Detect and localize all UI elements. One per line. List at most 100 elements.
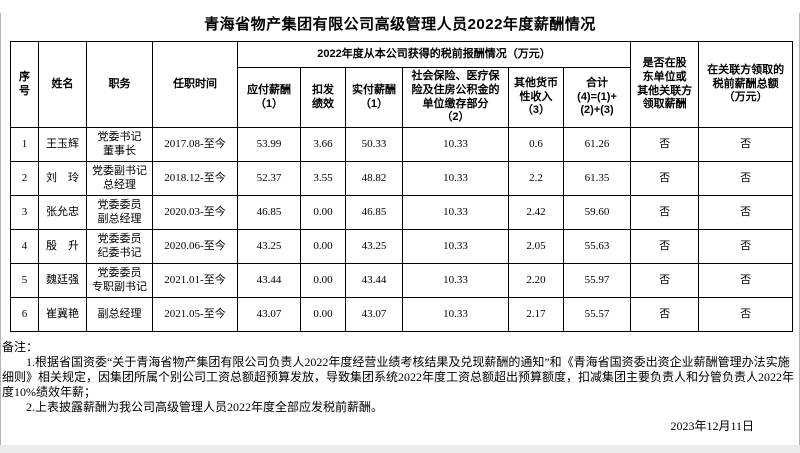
cell-deduct: 0.00 — [300, 195, 346, 230]
cell-no: 5 — [10, 263, 39, 298]
cell-payable: 43.07 — [237, 297, 301, 332]
cell-total: 61.26 — [562, 127, 632, 162]
cell-deduct: 3.55 — [300, 161, 346, 196]
table-row: 3 张允忠 党委委员 副总经理 2020.03-至今 46.85 0.00 46… — [10, 195, 794, 230]
cell-payable: 46.85 — [237, 195, 301, 230]
cell-name: 崔冀艳 — [38, 297, 87, 332]
col-header-name: 姓名 — [38, 41, 87, 128]
col-header-deduct: 扣发 绩效 — [300, 67, 346, 128]
cell-no: 3 — [10, 195, 39, 230]
cell-tenure: 2021.01-至今 — [152, 263, 238, 298]
cell-title: 党委书记 董事长 — [86, 127, 153, 162]
cell-total: 55.57 — [562, 297, 632, 332]
cell-deduct: 3.66 — [300, 127, 346, 162]
cell-tenure: 2020.06-至今 — [152, 229, 238, 264]
cell-title: 党委委员 专职副书记 — [86, 263, 153, 298]
cell-deduct: 0.00 — [300, 229, 346, 264]
cell-tenure: 2020.03-至今 — [152, 195, 238, 230]
cell-related: 否 — [698, 161, 794, 196]
cell-related: 否 — [698, 229, 794, 264]
cell-total: 55.63 — [562, 229, 632, 264]
cell-name: 张允忠 — [38, 195, 87, 230]
cell-other: 0.6 — [508, 127, 564, 162]
cell-related: 否 — [698, 195, 794, 230]
col-header-no: 序 号 — [10, 41, 39, 128]
cell-no: 6 — [10, 297, 39, 332]
cell-actual: 43.25 — [345, 229, 403, 264]
cell-name: 刘 玲 — [38, 161, 87, 196]
cell-shareholder: 否 — [630, 195, 700, 230]
cell-tenure: 2021.05-至今 — [152, 297, 238, 332]
note-item-1: 1.根据省国资委“关于青海省物产集团有限公司负责人2022年度经营业绩考核结果及… — [2, 355, 795, 399]
cell-tenure: 2017.08-至今 — [152, 127, 238, 162]
cell-actual: 50.33 — [345, 127, 403, 162]
col-header-title: 职务 — [86, 41, 153, 128]
cell-other: 2.2 — [508, 161, 564, 196]
cell-shareholder: 否 — [630, 161, 700, 196]
cell-total: 55.97 — [562, 263, 632, 298]
cell-actual: 43.07 — [345, 297, 403, 332]
table-row: 4 殷 升 党委委员 纪委书记 2020.06-至今 43.25 0.00 43… — [10, 229, 794, 264]
cell-shareholder: 否 — [630, 297, 700, 332]
document-page: { "title": "青海省物产集团有限公司高级管理人员2022年度薪酬情况"… — [0, 13, 800, 453]
document-date: 2023年12月11日 — [670, 419, 754, 433]
col-header-other: 其他货币 性收入 （3） — [508, 67, 564, 128]
cell-deduct: 0.00 — [300, 263, 346, 298]
page-left-edge — [0, 13, 1, 445]
cell-shareholder: 否 — [630, 263, 700, 298]
cell-name: 王玉辉 — [38, 127, 87, 162]
page-title: 青海省物产集团有限公司高级管理人员2022年度薪酬情况 — [204, 16, 596, 33]
cell-payable: 53.99 — [237, 127, 301, 162]
cell-payable: 43.25 — [237, 229, 301, 264]
cell-payable: 52.37 — [237, 161, 301, 196]
cell-other: 2.42 — [508, 195, 564, 230]
cell-shareholder: 否 — [630, 229, 700, 264]
cell-actual: 46.85 — [345, 195, 403, 230]
cell-name: 魏廷强 — [38, 263, 87, 298]
cell-title: 副总经理 — [86, 297, 153, 332]
table-row: 2 刘 玲 党委副书记 总经理 2018.12-至今 52.37 3.55 48… — [10, 161, 794, 196]
cell-social: 10.33 — [402, 161, 509, 196]
cell-total: 59.60 — [562, 195, 632, 230]
cell-social: 10.33 — [402, 127, 509, 162]
page-bottom-edge — [0, 445, 800, 453]
salary-table: 序 号 姓名 职务 任职时间 2022年度从本公司获得的税前报酬情况（万元） 是… — [10, 41, 794, 332]
cell-title: 党委委员 副总经理 — [86, 195, 153, 230]
col-header-social: 社会保险、医疗保 险及住房公积金的 单位缴存部分 （2） — [402, 67, 509, 128]
cell-title: 党委副书记 总经理 — [86, 161, 153, 196]
cell-no: 1 — [10, 127, 39, 162]
cell-related: 否 — [698, 297, 794, 332]
table-row: 1 王玉辉 党委书记 董事长 2017.08-至今 53.99 3.66 50.… — [10, 127, 794, 162]
cell-other: 2.20 — [508, 263, 564, 298]
cell-actual: 43.44 — [345, 263, 403, 298]
col-header-payable: 应付薪酬 （1） — [237, 67, 301, 128]
table-row: 5 魏廷强 党委委员 专职副书记 2021.01-至今 43.44 0.00 4… — [10, 263, 794, 298]
cell-other: 2.17 — [508, 297, 564, 332]
col-header-tenure: 任职时间 — [152, 41, 238, 128]
note-item-2: 2.上表披露薪酬为我公司高级管理人员2022年度全部应发税前薪酬。 — [26, 400, 384, 414]
cell-tenure: 2018.12-至今 — [152, 161, 238, 196]
cell-social: 10.33 — [402, 297, 509, 332]
cell-payable: 43.44 — [237, 263, 301, 298]
col-header-group-pretax: 2022年度从本公司获得的税前报酬情况（万元） — [236, 41, 632, 68]
notes-label: 备注： — [2, 340, 39, 354]
cell-name: 殷 升 — [38, 229, 87, 264]
table-row: 6 崔冀艳 副总经理 2021.05-至今 43.07 0.00 43.07 1… — [10, 297, 794, 332]
cell-no: 4 — [10, 229, 39, 264]
cell-shareholder: 否 — [630, 127, 700, 162]
cell-title: 党委委员 纪委书记 — [86, 229, 153, 264]
col-header-shareholder: 是否在股 东单位或 其他关联方 领取薪酬 — [630, 41, 700, 128]
cell-social: 10.33 — [402, 229, 509, 264]
col-header-related: 在关联方领取的 税前薪酬总额 （万元） — [698, 41, 794, 128]
col-header-total: 合计 (4)=(1)+ (2)+(3) — [562, 67, 632, 128]
cell-actual: 48.82 — [345, 161, 403, 196]
col-header-actual: 实付薪酬 （1） — [345, 67, 403, 128]
cell-total: 61.35 — [562, 161, 632, 196]
cell-social: 10.33 — [402, 263, 509, 298]
cell-no: 2 — [10, 161, 39, 196]
cell-deduct: 0.00 — [300, 297, 346, 332]
notes-section: 备注： 1.根据省国资委“关于青海省物产集团有限公司负责人2022年度经营业绩考… — [2, 340, 796, 415]
cell-other: 2.05 — [508, 229, 564, 264]
cell-related: 否 — [698, 127, 794, 162]
cell-social: 10.33 — [402, 195, 509, 230]
